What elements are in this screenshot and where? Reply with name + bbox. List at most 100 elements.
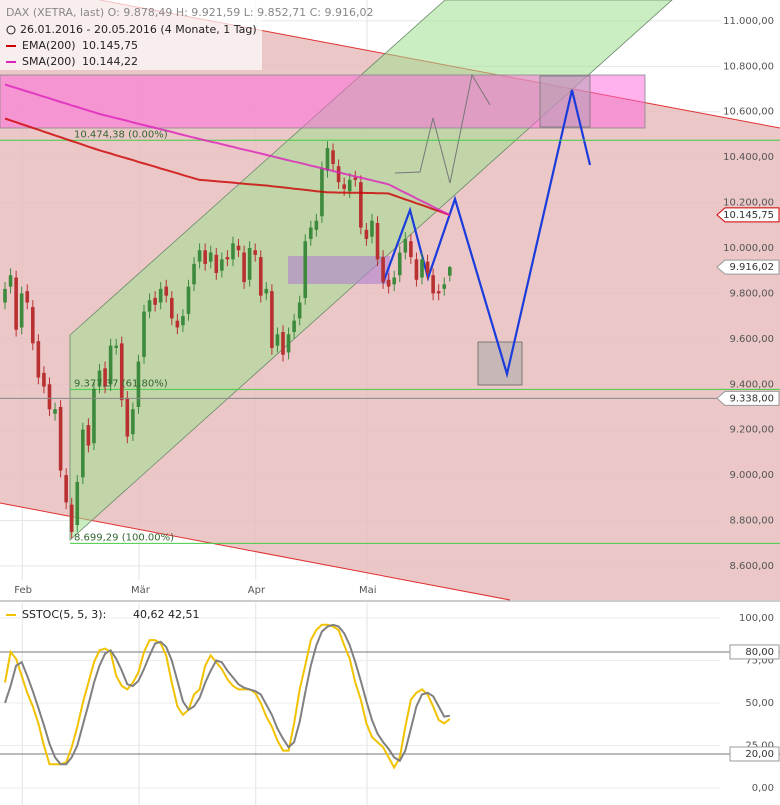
candle-body — [142, 311, 146, 358]
candle-body — [86, 425, 91, 446]
date-range: 26.01.2016 - 20.05.2016 (4 Monate, 1 Tag… — [20, 23, 257, 36]
stoch-legend-value: 40,62 — [133, 608, 165, 621]
y-tick-label: 10.600,00 — [723, 107, 774, 118]
candle-body — [331, 150, 335, 164]
candle-body — [119, 343, 124, 401]
candle-body — [392, 277, 396, 285]
candle-body — [247, 247, 252, 280]
candle-body — [170, 297, 174, 319]
candle-body — [436, 291, 441, 294]
y-tick-label: 10.800,00 — [723, 61, 774, 72]
y-tick-label: 9.000,00 — [729, 470, 774, 481]
candle-body — [442, 284, 447, 289]
candle-body — [353, 177, 358, 180]
y-tick-label: 25,00 — [745, 740, 774, 751]
candle-body — [164, 286, 169, 296]
candle-body — [231, 243, 235, 260]
y-tick-label: 8.800,00 — [729, 516, 774, 527]
candle-body — [431, 275, 435, 294]
stochastic-line — [4, 623, 450, 766]
candle-body — [220, 259, 224, 271]
level-label: 80,00 — [745, 647, 774, 658]
candle-body — [19, 293, 24, 328]
candle-body — [270, 291, 274, 348]
legend-label: EMA(200) — [22, 39, 76, 52]
candle-body — [108, 345, 113, 385]
candle-body — [342, 184, 346, 189]
y-tick-label: 10.000,00 — [723, 243, 774, 254]
candle-body — [325, 148, 330, 171]
candle-body — [131, 409, 135, 435]
candle-body — [375, 223, 380, 260]
x-tick-label: Mär — [131, 585, 151, 596]
candle-body — [192, 263, 196, 285]
candle-body — [208, 252, 213, 262]
fib-label: 10.474,38 (0.00%) — [74, 129, 168, 140]
candle-body — [136, 361, 141, 407]
candle-body — [286, 334, 291, 353]
fib-label: 9.377,37 (61.80%) — [74, 378, 168, 389]
y-tick-label: 9.600,00 — [729, 334, 774, 345]
y-tick-label: 0,00 — [752, 783, 774, 794]
candle-body — [292, 320, 296, 333]
fib-label: 8.699,29 (100.00%) — [74, 532, 174, 543]
stoch-legend-value: 42,51 — [168, 608, 200, 621]
candle-body — [175, 320, 180, 328]
candle-body — [14, 277, 18, 330]
x-tick-label: Apr — [248, 585, 266, 596]
price-marker — [716, 207, 780, 223]
candle-body — [414, 259, 419, 280]
candle-body — [397, 252, 402, 276]
y-tick-label: 8.600,00 — [729, 561, 774, 572]
level-label: 20,00 — [745, 749, 774, 760]
candle-body — [158, 288, 163, 303]
candle-body — [258, 257, 263, 296]
candle-body — [386, 279, 391, 287]
candle-body — [197, 250, 202, 262]
legend-value: 10.144,22 — [82, 55, 138, 68]
stoch-legend-title: SSTOC(5, 5, 3): — [22, 608, 106, 621]
moving-average-line — [4, 117, 451, 216]
candle-body — [347, 179, 352, 192]
candle-body — [153, 297, 157, 305]
candle-body — [448, 267, 452, 276]
x-tick-label: Mai — [359, 585, 377, 596]
clock-icon — [6, 25, 16, 35]
candle-body — [36, 341, 41, 378]
price-marker-label: 9.916,02 — [729, 262, 774, 273]
resistance-zone — [0, 74, 646, 129]
candle-body — [58, 406, 63, 471]
marks-layer — [0, 83, 780, 770]
candle-body — [92, 388, 96, 444]
candle-body — [370, 220, 374, 237]
price-marker-label: 10.145,75 — [723, 210, 774, 221]
projection-line — [394, 73, 491, 184]
candle-body — [359, 182, 363, 228]
candle-body — [47, 384, 52, 410]
y-tick-label: 9.800,00 — [729, 288, 774, 299]
price-marker-label: 9.338,00 — [729, 393, 774, 404]
candle-body — [253, 250, 257, 255]
candle-body — [242, 252, 246, 283]
candle-body — [25, 291, 30, 303]
candle-body — [275, 334, 280, 346]
candle-body — [114, 345, 118, 348]
candle-body — [181, 316, 185, 326]
candle-body — [236, 245, 241, 251]
candle-body — [264, 288, 269, 294]
candle-body — [81, 429, 85, 478]
legend-box — [0, 0, 262, 70]
price-marker — [716, 259, 780, 275]
y-tick-label: 9.200,00 — [729, 425, 774, 436]
candle-body — [53, 409, 57, 414]
candle-body — [42, 372, 46, 387]
candle-body — [31, 307, 35, 344]
candle-body — [3, 288, 7, 303]
y-tick-label: 9.400,00 — [729, 379, 774, 390]
trend-channel-fill — [0, 0, 780, 600]
candle-body — [97, 370, 102, 387]
forecast-line — [381, 89, 592, 379]
x-tick-label: Feb — [14, 585, 32, 596]
